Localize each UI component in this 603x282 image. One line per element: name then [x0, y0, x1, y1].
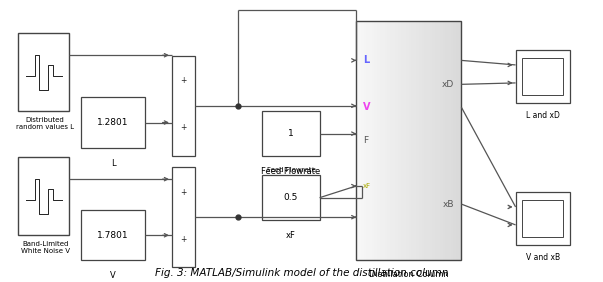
- Text: Fig. 3: MATLAB/Simulink model of the distillation column: Fig. 3: MATLAB/Simulink model of the dis…: [155, 268, 448, 278]
- Text: L and xD: L and xD: [526, 111, 560, 120]
- Bar: [396, 21, 399, 260]
- Bar: [417, 21, 420, 260]
- Bar: [414, 21, 417, 260]
- Text: +: +: [180, 188, 186, 197]
- Bar: [358, 21, 362, 260]
- Bar: [421, 21, 425, 260]
- Bar: [406, 21, 409, 260]
- Text: 1: 1: [288, 129, 294, 138]
- Bar: [443, 21, 446, 260]
- FancyBboxPatch shape: [262, 111, 320, 156]
- Bar: [403, 21, 406, 260]
- Bar: [456, 21, 459, 260]
- Text: Band-Limited
White Noise V: Band-Limited White Noise V: [21, 241, 70, 254]
- Text: L: L: [363, 55, 369, 65]
- FancyBboxPatch shape: [522, 200, 563, 237]
- Text: xD: xD: [442, 80, 454, 89]
- Bar: [453, 21, 456, 260]
- Text: +: +: [180, 76, 186, 85]
- Text: +: +: [180, 235, 186, 244]
- Bar: [435, 21, 438, 260]
- Bar: [400, 21, 404, 260]
- FancyBboxPatch shape: [18, 157, 69, 235]
- Text: xB: xB: [443, 200, 454, 209]
- Bar: [408, 21, 412, 260]
- Bar: [374, 21, 377, 260]
- FancyBboxPatch shape: [522, 58, 563, 95]
- Text: 1.7801: 1.7801: [97, 231, 129, 240]
- FancyBboxPatch shape: [18, 33, 69, 111]
- Bar: [419, 21, 422, 260]
- FancyBboxPatch shape: [81, 210, 145, 260]
- Bar: [411, 21, 414, 260]
- Text: +: +: [180, 123, 186, 132]
- Text: V and xB: V and xB: [526, 253, 560, 262]
- Bar: [425, 21, 428, 260]
- Bar: [364, 21, 367, 260]
- Bar: [377, 21, 380, 260]
- Text: Distributed
random values L: Distributed random values L: [16, 117, 74, 130]
- Bar: [448, 21, 451, 260]
- Bar: [387, 21, 391, 260]
- Bar: [429, 21, 433, 260]
- Bar: [382, 21, 385, 260]
- Bar: [450, 21, 454, 260]
- Bar: [440, 21, 443, 260]
- FancyBboxPatch shape: [172, 56, 195, 156]
- Bar: [393, 21, 396, 260]
- Bar: [446, 21, 449, 260]
- FancyBboxPatch shape: [516, 50, 570, 103]
- Bar: [379, 21, 383, 260]
- Bar: [369, 21, 372, 260]
- Text: Feed Flowrate: Feed Flowrate: [261, 167, 321, 176]
- Bar: [390, 21, 393, 260]
- Bar: [385, 21, 388, 260]
- Text: F: F: [363, 136, 368, 145]
- Text: 1.2801: 1.2801: [97, 118, 129, 127]
- Text: Feed Flowrate: Feed Flowrate: [267, 167, 315, 173]
- FancyBboxPatch shape: [516, 192, 570, 245]
- Bar: [398, 21, 401, 260]
- Bar: [371, 21, 375, 260]
- Bar: [432, 21, 435, 260]
- Text: V: V: [363, 102, 370, 112]
- FancyBboxPatch shape: [172, 167, 195, 267]
- FancyBboxPatch shape: [81, 98, 145, 147]
- FancyBboxPatch shape: [262, 175, 320, 220]
- Bar: [459, 21, 462, 260]
- Text: 0.5: 0.5: [284, 193, 298, 202]
- Bar: [438, 21, 441, 260]
- Bar: [427, 21, 430, 260]
- Text: Distillation Column: Distillation Column: [368, 270, 449, 279]
- Text: xF: xF: [286, 231, 296, 240]
- Bar: [356, 21, 359, 260]
- Text: xF: xF: [363, 183, 371, 189]
- Text: L: L: [111, 159, 115, 168]
- Bar: [366, 21, 370, 260]
- Text: V: V: [110, 272, 116, 281]
- Bar: [361, 21, 364, 260]
